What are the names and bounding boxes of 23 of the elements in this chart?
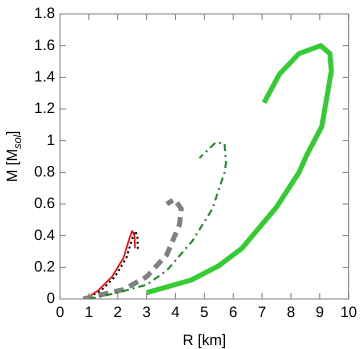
line-series xyxy=(88,141,227,299)
x-axis-title: R [km] xyxy=(182,332,226,349)
y-axis-title: M [Msol] xyxy=(4,130,24,182)
y-tick-label: 1 xyxy=(46,132,55,149)
y-tick-label: 0.6 xyxy=(34,195,55,212)
x-tick-label: 5 xyxy=(200,304,208,322)
x-tick-label: 2 xyxy=(114,304,122,322)
x-tick-label: 3 xyxy=(142,304,151,322)
x-tick-label: 4 xyxy=(171,304,180,322)
y-tick-label: 1.2 xyxy=(34,100,55,118)
x-tick-label: 9 xyxy=(316,304,324,322)
x-tick-label: 6 xyxy=(229,304,238,322)
y-tick-label: 1.6 xyxy=(34,36,55,54)
y-tick-label: 1.4 xyxy=(34,68,55,86)
y-tick-label: 0.8 xyxy=(34,163,55,180)
y-tick-label: 0.2 xyxy=(34,258,55,276)
y-tick-label: 0.4 xyxy=(34,226,55,244)
x-tick-label: 7 xyxy=(258,304,266,322)
x-tick-label: 1 xyxy=(84,304,94,322)
x-tick-label: 10 xyxy=(340,304,357,322)
y-tick-label: 0 xyxy=(46,290,55,308)
x-tick-label: 8 xyxy=(286,304,296,322)
y-tick-label: 1.8 xyxy=(34,5,55,22)
